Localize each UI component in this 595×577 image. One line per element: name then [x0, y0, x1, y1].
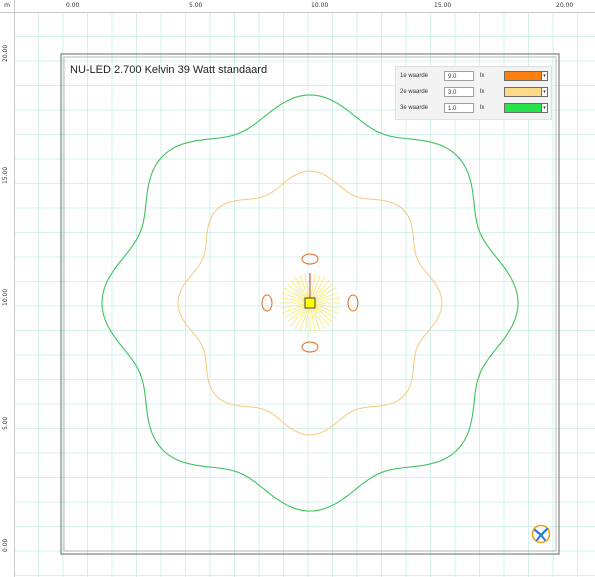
legend-value-input[interactable]: 3.0	[444, 87, 474, 97]
chevron-down-icon[interactable]: ▾	[542, 103, 548, 113]
legend-value-input[interactable]: 9.0	[444, 71, 474, 81]
ruler-y-label: 20.00	[2, 44, 9, 62]
room-outline	[60, 53, 560, 555]
chevron-down-icon[interactable]: ▾	[542, 87, 548, 97]
light-ray	[294, 276, 308, 299]
light-ray	[283, 305, 306, 319]
legend-value-input[interactable]: 1.0	[444, 103, 474, 113]
luminaire-body	[304, 297, 316, 309]
color-swatch[interactable]	[504, 103, 542, 113]
ruler-x-label: 5.00	[189, 2, 203, 9]
light-ray	[314, 304, 339, 314]
horizontal-ruler: 0.00 5.00 10.00 15.00 20.00	[0, 0, 595, 13]
light-ray	[304, 307, 310, 333]
ruler-unit: m	[0, 0, 15, 13]
light-ray	[281, 304, 306, 314]
light-ray	[312, 306, 330, 327]
light-ray	[314, 287, 337, 301]
light-ray	[304, 273, 310, 299]
plan-title: NU-LED 2.700 Kelvin 39 Watt standaard	[70, 64, 268, 76]
light-ray	[299, 307, 309, 332]
color-swatch[interactable]	[504, 87, 542, 97]
app-logo-icon	[531, 524, 551, 544]
light-ray	[290, 279, 308, 300]
legend-row: 3e waarde 1.0 lx ▾	[400, 103, 550, 115]
luminaire[interactable]	[280, 273, 340, 333]
legend-label: 1e waarde	[400, 73, 429, 79]
legend-unit: lx	[480, 105, 485, 111]
ruler-y-label: 0.00	[2, 538, 9, 552]
light-ray	[311, 307, 321, 332]
light-ray	[286, 283, 307, 301]
light-ray	[280, 303, 306, 309]
ruler-y-label: 10.00	[2, 288, 9, 306]
light-ray	[314, 303, 340, 309]
isolux-line-9lx	[347, 294, 359, 312]
isolux-line-1lx	[101, 94, 519, 512]
ruler-y-label: 15.00	[2, 166, 9, 184]
light-ray	[281, 292, 306, 302]
vertical-ruler: 20.00 15.00 10.00 5.00 0.00	[0, 12, 15, 577]
ruler-y-label: 5.00	[2, 416, 9, 430]
light-ray	[314, 305, 337, 319]
isolux-line-9lx	[261, 294, 273, 312]
light-ray	[313, 305, 334, 323]
light-ray	[280, 297, 306, 303]
legend-label: 3e waarde	[400, 105, 429, 111]
light-ray	[312, 276, 326, 299]
ruler-x-label: 20.00	[556, 2, 574, 9]
light-ray	[314, 292, 339, 302]
light-ray	[313, 283, 334, 301]
room-outline-inner	[63, 56, 557, 552]
light-ray	[310, 273, 316, 299]
legend-unit: lx	[480, 89, 485, 95]
ruler-x-label: 10.00	[311, 2, 329, 9]
light-ray	[311, 274, 321, 299]
light-ray	[294, 307, 308, 330]
legend-label: 2e waarde	[400, 89, 429, 95]
isolux-contours	[101, 94, 519, 512]
legend-row: 2e waarde 3.0 lx ▾	[400, 87, 550, 99]
light-ray	[290, 306, 308, 327]
ruler-x-label: 0.00	[66, 2, 80, 9]
light-ray	[314, 297, 340, 303]
light-ray	[310, 307, 316, 333]
light-ray	[312, 307, 326, 330]
light-ray	[286, 305, 307, 323]
light-ray	[312, 279, 330, 300]
light-ray	[299, 274, 309, 299]
isolux-legend: 1e waarde 9.0 lx ▾ 2e waarde 3.0 lx ▾ 3e…	[395, 66, 552, 120]
isolux-line-9lx	[301, 253, 319, 265]
chevron-down-icon[interactable]: ▾	[542, 71, 548, 81]
ruler-x-label: 15.00	[434, 2, 452, 9]
legend-row: 1e waarde 9.0 lx ▾	[400, 71, 550, 83]
legend-unit: lx	[480, 73, 485, 79]
isolux-line-9lx	[301, 341, 319, 353]
isolux-line-3lx	[177, 170, 443, 436]
light-ray	[283, 287, 306, 301]
color-swatch[interactable]	[504, 71, 542, 81]
